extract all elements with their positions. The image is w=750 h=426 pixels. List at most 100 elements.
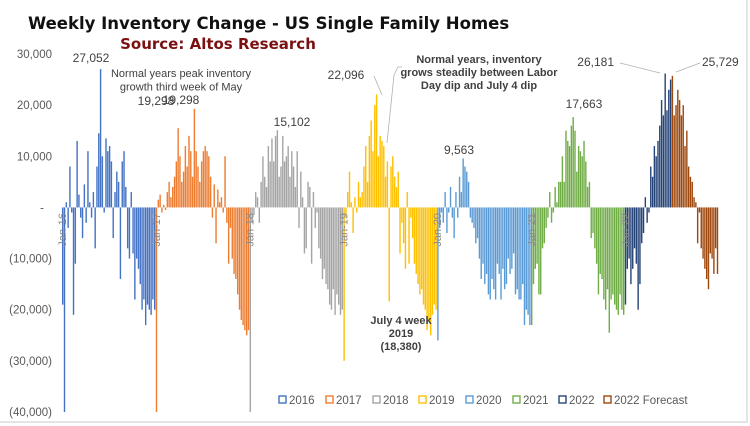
bar xyxy=(644,197,647,208)
bar xyxy=(130,192,132,208)
bar xyxy=(350,202,353,208)
bar xyxy=(590,207,592,239)
y-tick-label: 20,000 xyxy=(17,100,52,112)
bar xyxy=(226,207,228,223)
bar xyxy=(695,202,697,208)
bar xyxy=(467,181,470,208)
bar xyxy=(682,105,684,208)
bar xyxy=(168,181,170,208)
bar xyxy=(595,207,598,264)
bar xyxy=(220,197,223,208)
bar xyxy=(579,151,582,208)
bar xyxy=(280,166,282,208)
bar xyxy=(422,207,425,305)
bar xyxy=(714,207,717,249)
leader-line xyxy=(619,62,661,74)
bar xyxy=(314,207,316,228)
bar xyxy=(361,192,363,208)
bar xyxy=(233,207,235,274)
data-labels: 27,052 19,298 15,102 22,096 9,563 17,663 26,18… xyxy=(73,51,739,157)
bar xyxy=(337,207,340,305)
bar xyxy=(278,176,280,208)
bar xyxy=(559,181,562,208)
bar xyxy=(612,207,614,295)
bar xyxy=(440,207,443,213)
bar xyxy=(628,207,630,259)
bar xyxy=(285,156,288,208)
bar xyxy=(707,207,710,290)
bar xyxy=(238,207,241,310)
annotations: Normal years peak inventory growth third … xyxy=(111,54,558,353)
bar xyxy=(485,207,488,274)
annotation-line: growth third week of May xyxy=(120,82,243,94)
bar xyxy=(76,140,78,208)
bar xyxy=(154,207,156,310)
bar xyxy=(235,207,237,280)
bar xyxy=(339,207,342,315)
bar xyxy=(258,207,261,223)
bar xyxy=(126,207,129,249)
bar xyxy=(457,207,459,218)
bar xyxy=(588,181,591,208)
bar xyxy=(80,207,82,218)
bar xyxy=(527,207,529,315)
bar xyxy=(135,207,138,259)
bar xyxy=(354,197,356,208)
bar xyxy=(507,207,509,259)
bar xyxy=(606,207,609,290)
bar xyxy=(700,207,702,249)
bar xyxy=(572,117,574,208)
y-tick-label: (30,000) xyxy=(9,356,52,368)
bar xyxy=(500,207,502,300)
bar xyxy=(487,207,490,295)
bar xyxy=(247,207,250,331)
bar xyxy=(103,207,105,213)
legend-swatch xyxy=(512,395,521,404)
bar xyxy=(633,207,636,249)
bar xyxy=(464,166,466,208)
bar xyxy=(352,207,354,233)
bar xyxy=(471,207,473,223)
bar xyxy=(408,207,410,264)
bar xyxy=(116,171,118,208)
bar xyxy=(585,161,587,208)
bar xyxy=(336,207,338,295)
bar xyxy=(264,176,266,208)
bar xyxy=(150,207,152,315)
bar xyxy=(365,146,367,208)
bar xyxy=(711,207,713,259)
bar xyxy=(540,207,542,295)
bar xyxy=(222,207,224,213)
x-tick-label: Jan-18 xyxy=(245,213,257,247)
bar xyxy=(71,207,73,213)
bar xyxy=(641,207,643,244)
bar xyxy=(249,207,252,412)
bar xyxy=(536,207,538,264)
bar xyxy=(632,207,634,269)
bar xyxy=(444,192,446,208)
bar xyxy=(215,207,217,244)
bar xyxy=(296,151,298,208)
bar xyxy=(345,207,347,218)
bar xyxy=(505,207,508,285)
bar xyxy=(466,171,468,208)
bar xyxy=(307,181,309,208)
bar xyxy=(72,207,75,315)
bar xyxy=(630,207,632,285)
bar xyxy=(260,181,262,208)
bar xyxy=(677,89,679,208)
bar xyxy=(597,207,600,295)
y-tick-label: 30,000 xyxy=(17,49,52,61)
bar xyxy=(689,176,692,208)
bar xyxy=(300,171,302,208)
bar xyxy=(420,207,423,290)
bar xyxy=(105,138,107,208)
bar xyxy=(292,166,295,208)
bar xyxy=(586,186,589,208)
bar xyxy=(65,202,68,208)
bar xyxy=(163,204,165,208)
legend-swatch xyxy=(278,395,287,404)
bar xyxy=(401,207,403,223)
bar xyxy=(646,207,648,223)
bar xyxy=(411,207,414,239)
